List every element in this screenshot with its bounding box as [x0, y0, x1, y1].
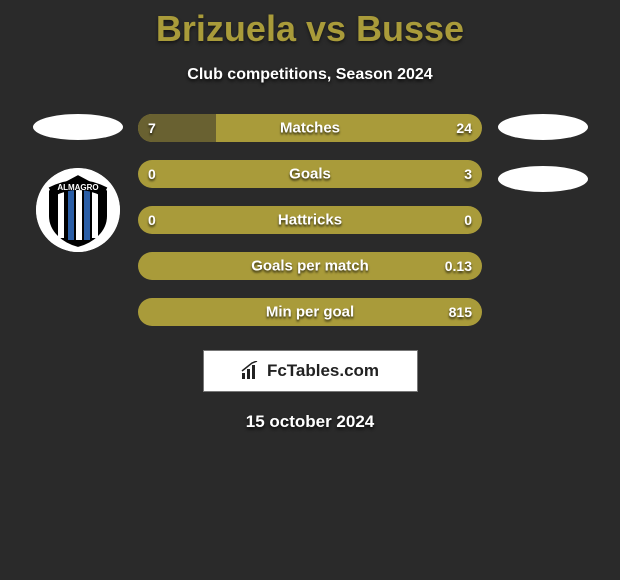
bar-track [138, 252, 482, 280]
stat-bar: Hattricks00 [138, 206, 482, 234]
almagro-badge-icon: ALMAGRO [36, 168, 120, 252]
player-ellipse-left [33, 114, 123, 140]
page-title: Brizuela vs Busse [0, 0, 620, 50]
bar-value-right: 24 [456, 120, 472, 136]
brand-box[interactable]: FcTables.com [203, 350, 418, 392]
comparison-content: ALMAGRO Matches724Goals03Hattricks00Goal… [0, 114, 620, 326]
bar-value-left: 0 [148, 212, 156, 228]
club-logo-left: ALMAGRO [36, 168, 120, 252]
bar-track [138, 298, 482, 326]
player-ellipse-right-1 [498, 114, 588, 140]
bar-value-left: 7 [148, 120, 156, 136]
brand-text: FcTables.com [267, 361, 379, 381]
date-text: 15 october 2024 [0, 412, 620, 432]
bar-track [138, 206, 482, 234]
stat-bar: Goals03 [138, 160, 482, 188]
bar-value-left: 0 [148, 166, 156, 182]
bar-chart-icon [241, 361, 261, 381]
bar-track [138, 114, 482, 142]
player-ellipse-right-2 [498, 166, 588, 192]
stat-bar: Matches724 [138, 114, 482, 142]
stats-bars: Matches724Goals03Hattricks00Goals per ma… [130, 114, 490, 326]
club-name-text: ALMAGRO [57, 183, 98, 192]
right-column [490, 114, 595, 192]
left-column: ALMAGRO [25, 114, 130, 252]
bar-track [138, 160, 482, 188]
stat-bar: Goals per match0.13 [138, 252, 482, 280]
page-subtitle: Club competitions, Season 2024 [0, 66, 620, 84]
bar-value-right: 0 [464, 212, 472, 228]
stat-bar: Min per goal815 [138, 298, 482, 326]
bar-value-right: 0.13 [445, 258, 472, 274]
bar-value-right: 3 [464, 166, 472, 182]
bar-value-right: 815 [449, 304, 472, 320]
